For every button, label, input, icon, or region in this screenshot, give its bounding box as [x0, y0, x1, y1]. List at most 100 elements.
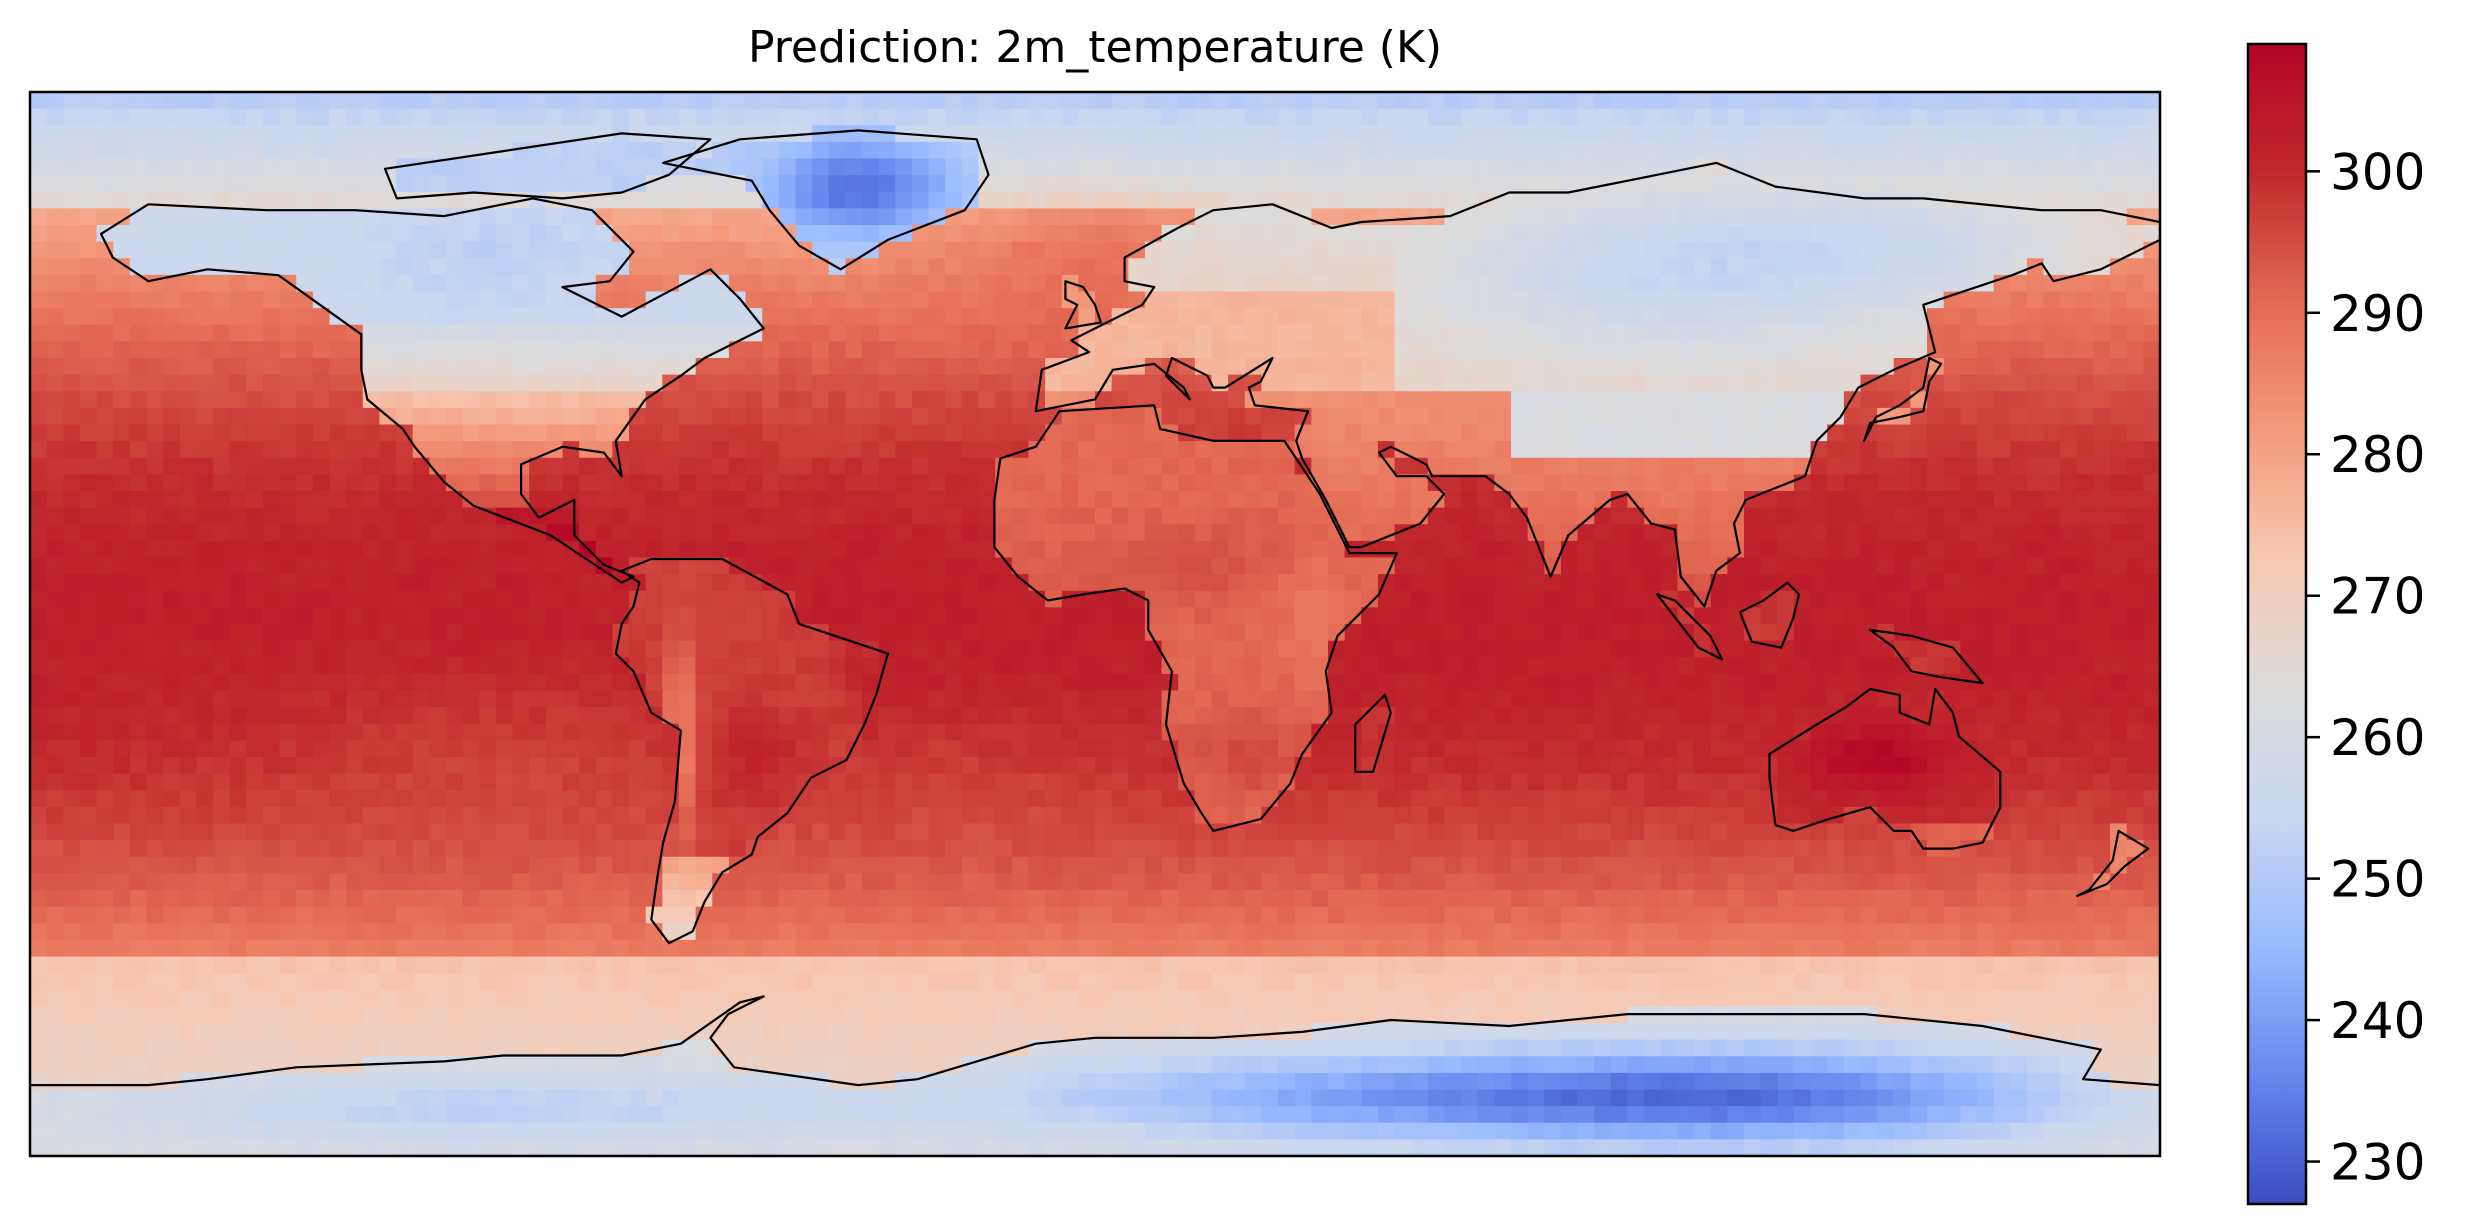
heatmap-cell [1444, 441, 1462, 459]
heatmap-cell [1511, 158, 1529, 176]
heatmap-cell [163, 274, 181, 293]
heatmap-cell [1411, 92, 1429, 110]
heatmap-cell [529, 241, 547, 259]
heatmap-cell [762, 308, 780, 326]
heatmap-cell [1111, 291, 1129, 309]
heatmap-cell [163, 424, 181, 442]
heatmap-cell [1577, 673, 1595, 692]
heatmap-cell [146, 374, 164, 392]
heatmap-cell [2093, 690, 2111, 708]
heatmap-cell [1211, 574, 1229, 592]
heatmap-cell [30, 158, 48, 176]
heatmap-cell [978, 374, 996, 392]
heatmap-cell [1211, 690, 1229, 708]
heatmap-cell [695, 241, 713, 259]
heatmap-cell [695, 491, 713, 509]
heatmap-cell [1178, 291, 1196, 309]
heatmap-cell [828, 673, 846, 692]
heatmap-cell [2026, 341, 2045, 359]
heatmap-cell [911, 141, 930, 160]
heatmap-cell [1377, 640, 1396, 658]
heatmap-cell [1710, 424, 1728, 442]
heatmap-cell [662, 673, 680, 692]
heatmap-cell [978, 640, 996, 658]
heatmap-cell [129, 191, 148, 209]
heatmap-cell [1810, 92, 1828, 110]
heatmap-cell [462, 308, 480, 326]
heatmap-cell [1327, 108, 1346, 126]
heatmap-cell [845, 291, 863, 309]
heatmap-cell [96, 241, 114, 259]
heatmap-cell [2093, 673, 2111, 692]
heatmap-cell [928, 274, 946, 293]
heatmap-cell [1211, 341, 1229, 359]
heatmap-cell [379, 540, 397, 559]
heatmap-cell [978, 291, 996, 309]
heatmap-cell [1660, 507, 1679, 525]
heatmap-cell [146, 507, 164, 525]
heatmap-cell [1045, 175, 1063, 193]
heatmap-cell [1161, 308, 1179, 326]
heatmap-cell [346, 208, 364, 226]
heatmap-cell [845, 208, 863, 226]
heatmap-cell [1694, 258, 1712, 276]
heatmap-cell [213, 590, 231, 608]
heatmap-cell [1211, 507, 1229, 525]
heatmap-cell [2026, 607, 2045, 625]
heatmap-cell [396, 590, 414, 608]
heatmap-cell [462, 225, 480, 243]
heatmap-cell [346, 374, 364, 392]
heatmap-cell [1610, 540, 1629, 559]
heatmap-cell [695, 341, 713, 359]
heatmap-cell [1810, 208, 1828, 226]
heatmap-cell [978, 324, 996, 342]
heatmap-cell [1261, 324, 1279, 342]
heatmap-cell [1960, 407, 1978, 426]
heatmap-cell [728, 407, 747, 426]
heatmap-cell [728, 624, 747, 642]
heatmap-cell [1244, 640, 1263, 658]
heatmap-cell [1877, 191, 1895, 209]
heatmap-cell [30, 673, 48, 692]
heatmap-cell [728, 607, 747, 625]
heatmap-cell [1178, 158, 1196, 176]
heatmap-cell [346, 557, 364, 575]
heatmap-cell [63, 624, 81, 642]
heatmap-cell [1527, 507, 1545, 525]
heatmap-cell [1627, 274, 1645, 293]
heatmap-cell [79, 108, 98, 126]
heatmap-cell [1743, 673, 1762, 692]
heatmap-cell [346, 407, 364, 426]
heatmap-cell [911, 158, 930, 176]
heatmap-cell [745, 690, 763, 708]
heatmap-cell [63, 740, 81, 758]
heatmap-cell [1827, 441, 1845, 459]
heatmap-cell [1544, 391, 1562, 409]
heatmap-cell [695, 108, 713, 126]
heatmap-cell [612, 92, 630, 110]
heatmap-cell [1877, 324, 1895, 342]
heatmap-cell [1660, 657, 1679, 675]
heatmap-cell [1244, 524, 1263, 542]
heatmap-cell [1627, 441, 1645, 459]
heatmap-cell [1377, 557, 1396, 575]
heatmap-cell [1677, 324, 1695, 342]
heatmap-cell [163, 707, 181, 725]
heatmap-cell [961, 258, 980, 276]
heatmap-cell [1810, 341, 1828, 359]
heatmap-cell [1727, 274, 1745, 293]
heatmap-cell [928, 624, 946, 642]
heatmap-cell [1511, 341, 1529, 359]
heatmap-cell [1377, 391, 1396, 409]
heatmap-cell [1144, 191, 1163, 209]
heatmap-cell [1993, 324, 2011, 342]
heatmap-cell [1677, 474, 1695, 492]
heatmap-cell [46, 624, 64, 642]
heatmap-cell [895, 657, 913, 675]
heatmap-cell [1594, 624, 1612, 642]
heatmap-cell [1494, 723, 1512, 741]
heatmap-cell [1178, 141, 1196, 160]
heatmap-cell [1577, 524, 1595, 542]
heatmap-cell [545, 158, 564, 176]
heatmap-cell [1843, 507, 1862, 525]
